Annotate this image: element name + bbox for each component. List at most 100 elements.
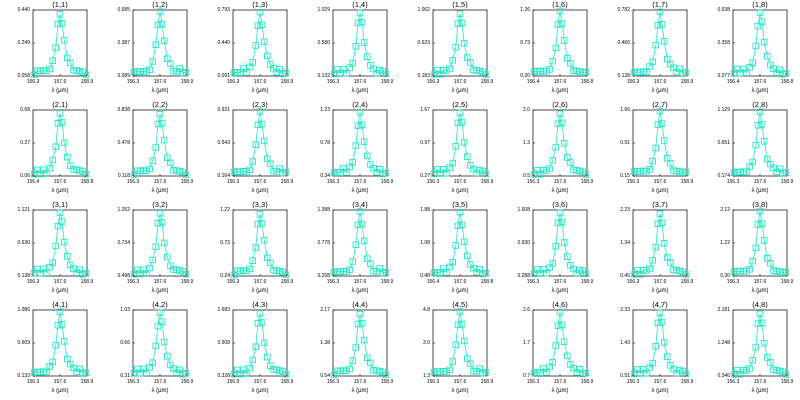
data-point-marker: [158, 219, 166, 226]
subplot-panel: (4,6) 2.6 1.7 0.7 156.3 157.6 158.9 λ (μm): [500, 300, 600, 400]
panel-plot: [30, 109, 90, 178]
data-point-marker: [167, 60, 174, 67]
panel-plot: [630, 107, 690, 177]
data-point-marker: [356, 208, 364, 215]
x-tick-label: 157.6: [553, 79, 567, 85]
y-tick-label: 1.22: [720, 240, 730, 246]
y-tick-label: 0.45: [620, 273, 630, 279]
data-point-marker: [152, 41, 160, 48]
data-point-marker: [356, 9, 364, 17]
data-point-marker: [556, 209, 564, 217]
x-tick-label: 158.9: [680, 279, 694, 285]
data-point-marker: [756, 310, 764, 318]
data-point-marker: [246, 364, 253, 372]
panel-plot: [430, 308, 490, 377]
data-point-marker: [682, 168, 690, 176]
panel-plot: [230, 309, 290, 378]
subplot-panel: (2,1) 0.68 0.37 0.06 156.4 157.6 158.8 λ (μm): [0, 100, 100, 200]
subplot-panel: (2,2) 0.838 0.478 0.118 156.3 157.6 158.9 λ (μm…: [100, 100, 200, 200]
subplot-panel: (3,6) 1.608 0.930 0.288 156.3 157.6 158.9 λ (μm…: [500, 200, 600, 300]
y-tick-label: 0.51: [620, 373, 630, 379]
panel-plot: [130, 109, 190, 179]
x-tick-label: 157.6: [153, 279, 167, 285]
data-point-marker: [582, 171, 590, 178]
series-line: [633, 11, 687, 74]
x-tick-label: 156.3: [326, 279, 340, 285]
y-tick-label: 0.183: [417, 73, 430, 79]
subplot-panel: (1,7) 0.782 0.460 0.138 156.3 157.6 158.9 λ (μm…: [600, 0, 700, 100]
data-point-marker: [582, 369, 590, 377]
subplot-panel: (3,7) 2.23 1.34 0.45 156.3 157.6 158.9 λ (μm): [600, 200, 700, 300]
data-point-marker: [249, 257, 256, 264]
data-point-marker: [358, 220, 366, 228]
panel-plot: [330, 208, 390, 277]
x-tick-label: 156.3: [626, 379, 640, 385]
data-point-marker: [352, 142, 360, 149]
x-axis-label: λ (μm): [151, 288, 169, 294]
x-tick-label: 156.3: [526, 279, 540, 285]
data-point-marker: [56, 308, 64, 316]
data-point-marker: [58, 321, 66, 328]
data-point-marker: [182, 370, 190, 377]
data-point-marker: [154, 21, 162, 29]
x-tick-label: 157.6: [553, 379, 567, 385]
x-axis-label: λ (μm): [351, 288, 369, 294]
x-tick-label: 156.4: [726, 79, 740, 85]
x-tick-label: 156.3: [226, 279, 240, 285]
data-point-marker: [764, 53, 771, 60]
data-point-marker: [258, 21, 266, 29]
y-tick-label: 1.03: [120, 307, 130, 313]
data-point-marker: [349, 258, 356, 265]
data-point-marker: [460, 40, 468, 47]
y-tick-label: 1.129: [717, 107, 730, 113]
subplot-panel: (1,4) 1.029 0.580 0.132 156.3 157.6 158.9 λ (μm…: [300, 0, 400, 100]
x-axis-label: λ (μm): [151, 188, 169, 194]
series-line: [533, 312, 587, 375]
series-line: [433, 212, 487, 275]
subplot-panel: (3,3) 1.22 0.73 0.24 156.3 157.6 158.9 λ (μm): [200, 200, 300, 300]
panel-title: (3,4): [352, 200, 368, 209]
panel-plot: [430, 9, 490, 78]
data-point-marker: [667, 160, 674, 167]
data-point-marker: [546, 66, 553, 73]
data-point-marker: [67, 59, 74, 67]
y-tick-label: 0.91: [620, 140, 630, 146]
data-point-marker: [758, 220, 766, 227]
data-point-marker: [554, 219, 562, 227]
data-point-marker: [582, 270, 590, 278]
x-tick-label: 156.3: [726, 279, 740, 285]
data-point-marker: [52, 143, 60, 150]
x-tick-label: 156.3: [726, 179, 740, 185]
panel-plot: [330, 309, 390, 379]
subplot-panel: (3,2) 1.262 0.734 0.498 156.3 157.6 158.9 λ (μm…: [100, 200, 200, 300]
panel-title: (2,1): [52, 100, 68, 109]
data-point-marker: [754, 221, 762, 228]
data-point-marker: [654, 22, 662, 29]
data-point-marker: [252, 141, 260, 148]
panel-title: (4,3): [252, 300, 268, 309]
data-point-marker: [454, 20, 462, 27]
data-point-marker: [56, 10, 64, 18]
data-point-marker: [552, 342, 560, 349]
y-tick-label: 0.685: [117, 7, 130, 13]
x-tick-label: 156.3: [126, 179, 140, 185]
panel-title: (3,3): [252, 200, 268, 209]
panel-title: (4,7): [652, 300, 668, 309]
y-tick-label: 2.0: [523, 107, 530, 113]
data-point-marker: [482, 269, 490, 277]
data-point-marker: [249, 158, 256, 165]
series-line: [333, 12, 387, 75]
data-point-marker: [358, 319, 366, 327]
data-point-marker: [54, 20, 62, 28]
y-tick-label: 0.164: [217, 173, 230, 179]
data-point-marker: [146, 264, 153, 272]
data-point-marker: [82, 71, 90, 79]
x-tick-label: 156.3: [526, 379, 540, 385]
data-point-marker: [752, 141, 760, 149]
x-axis-label: λ (μm): [51, 88, 69, 94]
data-point-marker: [354, 221, 362, 229]
x-axis-label: λ (μm): [751, 88, 769, 94]
x-tick-label: 156.3: [126, 279, 140, 285]
data-point-marker: [64, 253, 71, 260]
axes-frame: [632, 109, 688, 177]
